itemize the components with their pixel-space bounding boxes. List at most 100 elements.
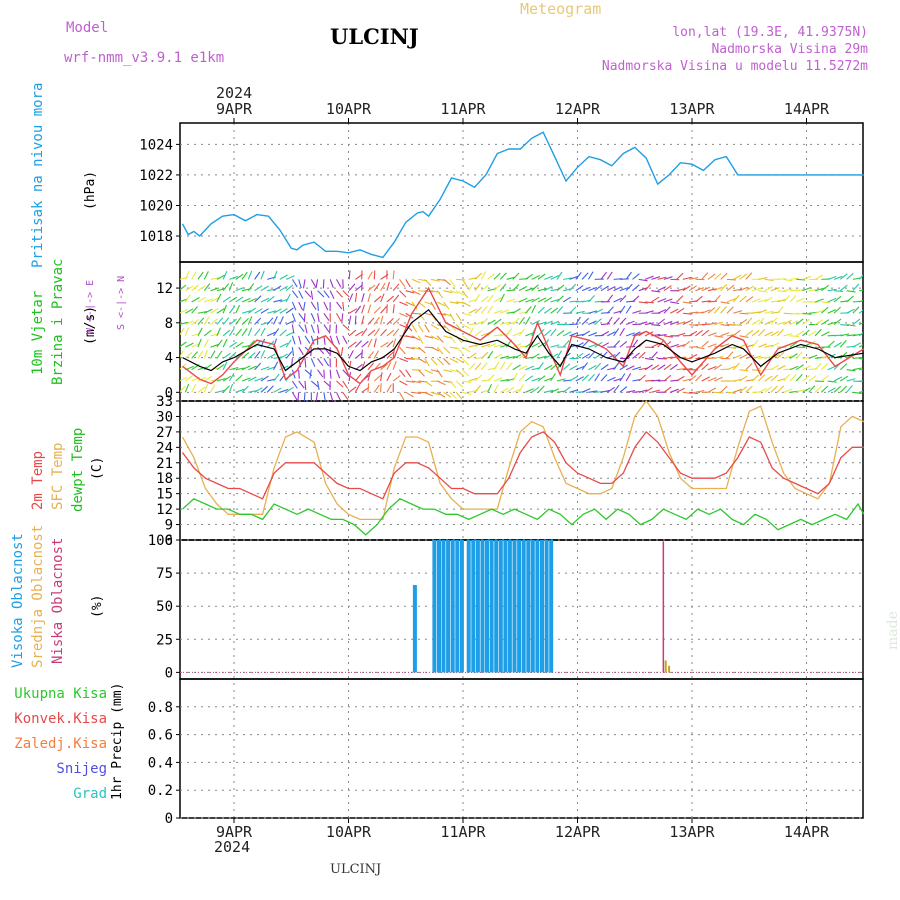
wind-arrow — [745, 385, 753, 393]
wind-arrow — [707, 343, 717, 348]
wind-arrow — [846, 385, 853, 393]
wind-arrow — [689, 391, 699, 395]
wind-arrow — [701, 309, 711, 314]
wind-arrow — [455, 290, 465, 296]
wind-arrow — [839, 340, 847, 348]
wind-arrow — [399, 369, 406, 378]
wind-arrow — [480, 271, 487, 280]
wind-arrow — [783, 295, 791, 303]
wind-arrow — [474, 293, 480, 303]
wind-arrow — [632, 295, 640, 303]
wind-arrow — [309, 369, 312, 379]
wind-arrow — [455, 357, 465, 364]
wind-arrow — [443, 358, 451, 366]
wind-arrow — [405, 380, 415, 383]
wind-arrow — [670, 301, 680, 305]
wind-arrow — [392, 375, 401, 382]
wind-arrow — [512, 308, 521, 314]
wind-arrow — [180, 327, 185, 336]
wind-arrow — [424, 324, 430, 333]
ytick-label: 75 — [156, 566, 173, 582]
wind-arrow — [302, 301, 306, 311]
wind-arrow — [235, 367, 245, 371]
wind-arrow — [335, 312, 342, 322]
wind-arrow — [670, 320, 679, 326]
wind-arrow — [191, 384, 197, 393]
wind-arrow — [272, 270, 278, 280]
wind-arrow — [204, 298, 213, 303]
wind-arrow — [474, 362, 482, 371]
wind-arrow — [638, 367, 648, 371]
wind-arrow — [764, 286, 774, 292]
wind-arrow — [682, 320, 692, 326]
wind-arrow — [676, 321, 686, 326]
wind-arrow — [430, 301, 436, 310]
legend-conv-rain: Konvek.Kisa — [14, 711, 107, 727]
wind-arrow — [581, 272, 589, 280]
wind-arrow — [474, 272, 482, 280]
wind-arrow — [846, 295, 854, 303]
wind-arrow — [695, 287, 705, 292]
wind-arrow — [468, 377, 478, 382]
model-elevation-label: Nadmorska Visina u modelu 11.5272m — [601, 59, 868, 74]
wind-arrow — [669, 308, 679, 314]
wind-arrow — [481, 332, 490, 337]
wind-arrow — [197, 327, 203, 337]
wind-arrow — [386, 340, 394, 348]
wind-arrow — [764, 386, 773, 393]
wind-arrow — [682, 301, 692, 304]
wind-arrow — [575, 376, 584, 382]
wind-arrow — [468, 363, 476, 371]
wind-arrow — [518, 365, 528, 371]
wind-arrow — [827, 387, 836, 393]
cloud-bar — [480, 540, 485, 673]
wind-arrow — [424, 278, 432, 287]
wind-arrow — [644, 310, 654, 314]
wind-arrow — [323, 324, 330, 333]
wind-arrow — [216, 389, 226, 393]
wind-arrow — [348, 329, 357, 337]
wind-arrow — [720, 385, 728, 393]
wind-arrow — [411, 290, 421, 295]
wind-arrow — [575, 365, 585, 371]
wind-arrow — [733, 324, 743, 327]
wind-arrow — [814, 298, 824, 303]
ytick-label: 9 — [165, 518, 173, 534]
wind-arrow — [600, 271, 607, 280]
wind-arrow — [531, 304, 537, 314]
wind-arrow — [430, 391, 440, 396]
wind-arrow — [695, 374, 703, 382]
wind-arrow — [663, 298, 673, 303]
wind-arrow — [506, 298, 516, 303]
wind-arrow — [399, 301, 408, 307]
wind-arrow — [789, 365, 799, 371]
wind-arrow — [405, 312, 414, 319]
wind-arrow — [739, 369, 749, 372]
wind-arrow — [594, 362, 602, 371]
ytick-label: 1018 — [139, 229, 173, 245]
wind-arrow — [594, 373, 601, 382]
wind-arrow — [707, 332, 717, 337]
wind-arrow — [600, 374, 608, 382]
wind-arrow — [606, 386, 616, 393]
wind-arrow — [833, 290, 844, 292]
wind-arrow — [216, 317, 224, 325]
wind-arrow — [518, 328, 526, 337]
wind-arrow — [417, 335, 424, 344]
wind-arrow — [588, 310, 598, 314]
wind-arrow — [260, 285, 269, 292]
wind-arrow — [676, 295, 684, 303]
wind-arrow — [254, 271, 261, 280]
wind-arrow — [846, 369, 856, 372]
wind-arrow — [758, 388, 767, 393]
wind-arrow — [796, 288, 806, 292]
wind-arrow — [386, 329, 395, 337]
wind-arrow — [235, 341, 244, 348]
wind-arrow — [821, 301, 831, 304]
wind-arrow — [632, 339, 639, 348]
wind-arrow — [638, 301, 648, 304]
wind-arrow — [808, 354, 818, 359]
wind-arrow — [613, 286, 622, 292]
wind-arrow — [392, 283, 400, 292]
wind-arrow — [556, 284, 565, 292]
